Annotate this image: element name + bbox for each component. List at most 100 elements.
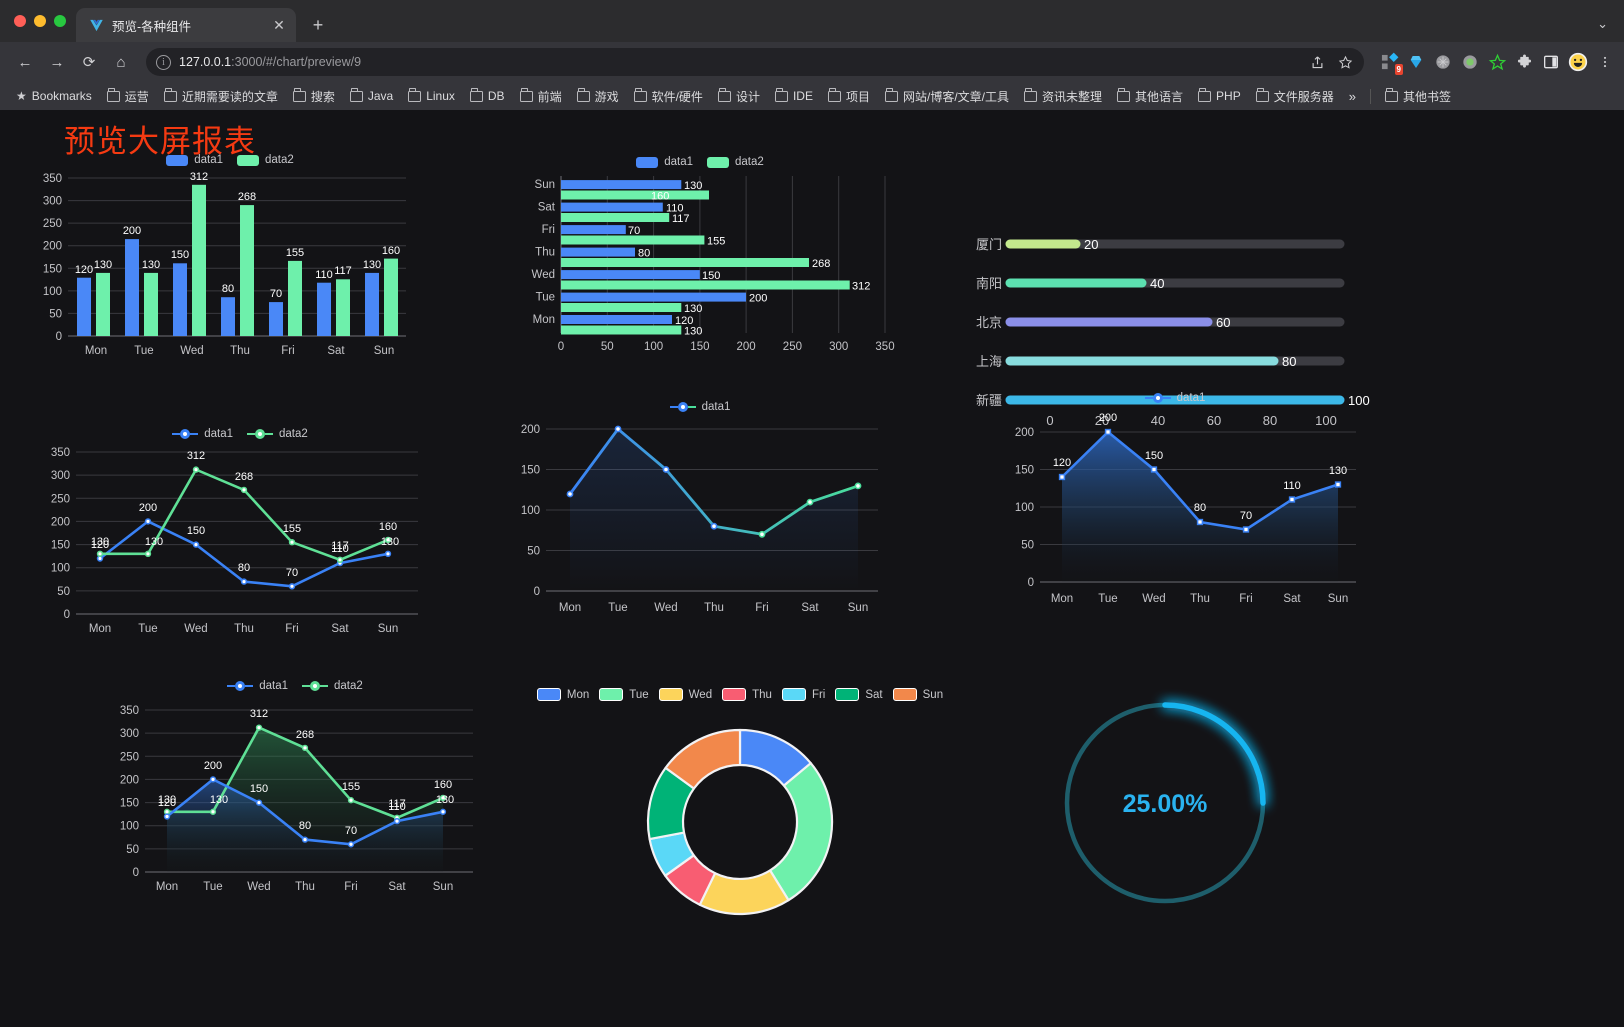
puzzle-icon[interactable] [1515, 53, 1533, 71]
line-gradient-svg: 200 150 100 50 0 Mon Tue Wed Thu Fri Sat Sun [521, 424, 878, 614]
bookmark-folder-2[interactable]: 搜索 [287, 86, 341, 107]
svg-text:80: 80 [299, 820, 311, 832]
bookmark-folder-6[interactable]: 前端 [514, 86, 568, 107]
legend-item-data1[interactable]: data1 [166, 154, 223, 166]
window-controls[interactable] [12, 0, 76, 42]
svg-text:312: 312 [190, 171, 208, 183]
chevron-down-icon[interactable]: ⌄ [1597, 16, 1608, 31]
bookmark-folder-16[interactable]: 文件服务器 [1250, 86, 1340, 107]
bookmark-folder-3[interactable]: Java [344, 87, 399, 105]
maximize-window-button[interactable] [54, 15, 66, 27]
legend-item-fri[interactable]: Fri [781, 688, 825, 701]
chart-gauge[interactable]: 25.00% [1000, 672, 1330, 982]
svg-text:Sat: Sat [538, 202, 556, 214]
chart-progress-bars[interactable]: 厦门 南阳 北京 上海 新疆 20 40 60 80 100 0 20 40 60 80 100 [976, 152, 1380, 428]
legend-item-data1[interactable]: data1 [227, 680, 288, 692]
chart-donut[interactable]: Mon Tue Wed Thu Fri Sat Sun [520, 672, 960, 972]
legend-item-data2[interactable]: data2 [302, 680, 363, 692]
legend-item-tue[interactable]: Tue [599, 688, 649, 701]
bookmark-label: 网站/博客/文章/工具 [902, 89, 1009, 104]
legend-swatch [536, 688, 561, 701]
new-tab-button[interactable]: + [312, 14, 324, 35]
legend-item-data1[interactable]: data1 [172, 428, 233, 440]
svg-text:312: 312 [852, 281, 870, 293]
area-shade [570, 429, 858, 591]
legend-item-sun[interactable]: Sun [892, 688, 943, 701]
chart-line-gradient[interactable]: data1 [500, 395, 900, 665]
address-bar-url: 127.0.0.1:3000/#/chart/preview/9 [179, 55, 361, 69]
star-outline-green-icon[interactable] [1488, 53, 1506, 71]
bookmark-label: 前端 [537, 89, 562, 104]
grammar-icon[interactable] [1434, 53, 1452, 71]
legend-item-thu[interactable]: Thu [722, 688, 772, 701]
chart-line-two-series[interactable]: data1 data2 [30, 420, 450, 680]
bookmark-folder-4[interactable]: Linux [402, 87, 461, 105]
url-host: 127.0.0.1 [179, 55, 232, 69]
legend-item-data2[interactable]: data2 [247, 428, 308, 440]
bookmark-folder-13[interactable]: 资讯未整理 [1018, 86, 1108, 107]
profile-avatar[interactable] [1568, 52, 1588, 72]
donut-svg [646, 728, 834, 916]
bookmark-folder-5[interactable]: DB [464, 87, 511, 105]
legend-item-mon[interactable]: Mon [536, 688, 589, 701]
legend-item-data1[interactable]: data1 [669, 401, 730, 413]
close-tab-button[interactable]: ✕ [273, 16, 285, 33]
reload-button[interactable]: ⟳ [82, 54, 96, 71]
forward-button[interactable]: → [49, 53, 65, 71]
svg-text:268: 268 [296, 729, 314, 741]
svg-text:130: 130 [210, 794, 228, 806]
legend-item-sat[interactable]: Sat [835, 688, 883, 701]
minimize-window-button[interactable] [34, 15, 46, 27]
legend-item-wed[interactable]: Wed [658, 688, 712, 701]
chart-area-two-series[interactable]: data1 data2 [85, 672, 505, 952]
chart-vertical-bar[interactable]: data1 data2 350 3 [20, 148, 440, 388]
bookmark-folder-9[interactable]: 设计 [712, 86, 766, 107]
legend-item-data2[interactable]: data2 [237, 154, 294, 166]
legend-item-data1[interactable]: data1 [1144, 392, 1205, 404]
svg-text:Tue: Tue [134, 345, 153, 357]
other-bookmarks-folder[interactable]: 其他书签 [1379, 86, 1457, 107]
extension-grid-icon[interactable]: 9 [1380, 52, 1403, 75]
bookmark-folder-12[interactable]: 网站/博客/文章/工具 [879, 86, 1015, 107]
bookmark-folder-0[interactable]: 运营 [101, 86, 155, 107]
legend-item-data2[interactable]: data2 [707, 156, 764, 168]
bookmark-folder-1[interactable]: 近期需要读的文章 [158, 86, 284, 107]
browser-tab[interactable]: 预览-各种组件 ✕ [76, 8, 296, 42]
bookmark-star-icon[interactable] [1336, 53, 1354, 71]
bookmark-folder-10[interactable]: IDE [769, 87, 819, 105]
folder-icon [717, 88, 731, 102]
sidepanel-icon[interactable] [1542, 53, 1560, 71]
more-menu-icon[interactable] [1596, 53, 1614, 71]
home-button[interactable]: ⌂ [116, 53, 126, 71]
share-icon[interactable] [1308, 53, 1326, 71]
svg-text:Thu: Thu [535, 247, 555, 259]
gauge-svg: 25.00% [1064, 702, 1266, 904]
legend-swatch [835, 688, 860, 701]
circle-green-icon[interactable] [1461, 53, 1479, 71]
back-button[interactable]: ← [17, 53, 33, 71]
svg-text:Mon: Mon [89, 623, 111, 635]
chart-horizontal-bar[interactable]: data1 data2 [500, 152, 900, 402]
svg-text:Sun: Sun [433, 881, 453, 893]
chart-area-single[interactable]: data1 [980, 382, 1370, 652]
svg-text:150: 150 [702, 270, 720, 282]
folder-icon [408, 88, 422, 102]
address-bar[interactable]: i 127.0.0.1:3000/#/chart/preview/9 [146, 48, 1364, 76]
bookmark-folder-15[interactable]: PHP [1192, 87, 1247, 105]
site-info-icon[interactable]: i [156, 54, 171, 70]
diamond-icon[interactable] [1407, 53, 1425, 71]
svg-text:120: 120 [675, 315, 693, 327]
bookmark-folder-11[interactable]: 项目 [822, 86, 876, 107]
svg-text:50: 50 [126, 844, 139, 856]
legend-swatch [722, 688, 747, 701]
bookmark-folder-14[interactable]: 其他语言 [1111, 86, 1189, 107]
legend-item-data1[interactable]: data1 [636, 156, 693, 168]
bookmark-folder-7[interactable]: 游戏 [571, 86, 625, 107]
svg-text:Mon: Mon [1051, 593, 1073, 605]
bookmark-folder-8[interactable]: 软件/硬件 [628, 86, 709, 107]
legend-label: data1 [259, 680, 288, 692]
legend-swatch [781, 688, 806, 701]
close-window-button[interactable] [14, 15, 26, 27]
bookmarks-overflow-button[interactable]: » [1348, 88, 1356, 104]
bookmarks-root[interactable]: ★ Bookmarks [10, 87, 98, 105]
